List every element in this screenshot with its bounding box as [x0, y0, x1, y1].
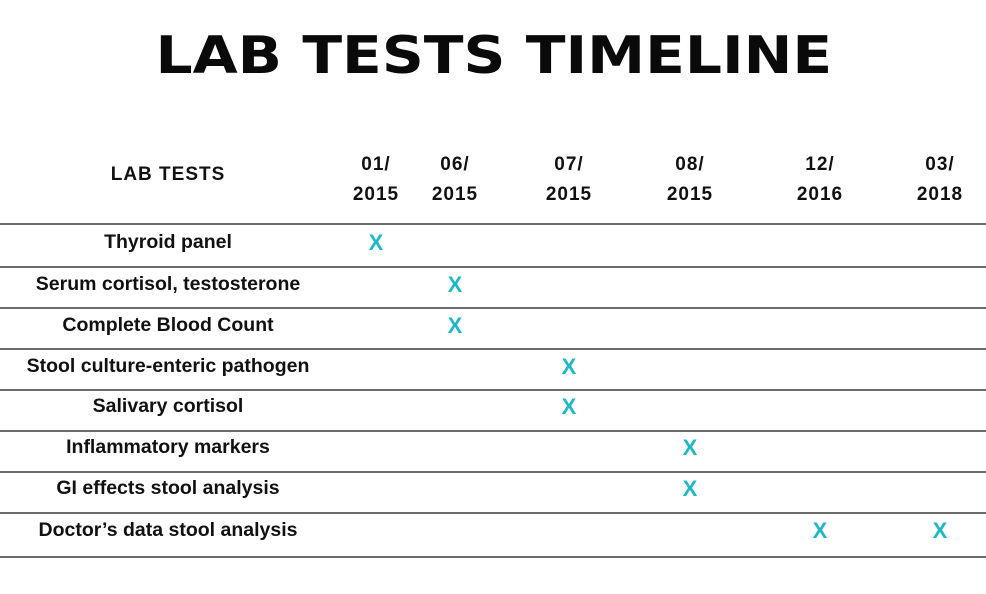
- row-divider: [0, 266, 986, 268]
- lab-tests-column-header: LAB TESTS: [110, 164, 226, 185]
- date-header-month: 06/: [440, 154, 470, 175]
- date-header: 03/2018: [900, 150, 980, 210]
- date-header-year: 2015: [545, 184, 593, 205]
- date-header: 08/2015: [650, 150, 730, 210]
- lab-test-name: GI effects stool analysis: [56, 477, 280, 499]
- date-header: 07/2015: [529, 150, 609, 210]
- lab-test-name: Serum cortisol, testosterone: [35, 273, 301, 295]
- row-divider: [0, 512, 986, 514]
- date-header-year: 2018: [916, 184, 964, 205]
- test-date-mark: X: [932, 518, 948, 543]
- date-header-month: 12/: [805, 154, 835, 175]
- date-header-year: 2016: [796, 184, 844, 205]
- row-divider: [0, 556, 986, 558]
- date-header: 01/2015: [336, 150, 416, 210]
- test-date-mark: X: [812, 518, 828, 543]
- test-date-mark: X: [561, 354, 577, 379]
- test-date-mark: X: [682, 435, 698, 460]
- row-divider: [0, 389, 986, 391]
- lab-test-name: Stool culture-enteric pathogen: [26, 355, 310, 377]
- test-date-mark: X: [368, 230, 384, 255]
- test-date-mark: X: [561, 394, 577, 419]
- row-divider: [0, 430, 986, 432]
- lab-test-name: Salivary cortisol: [92, 395, 244, 417]
- row-divider: [0, 348, 986, 350]
- date-header-year: 2015: [431, 184, 479, 205]
- test-date-mark: X: [447, 272, 463, 297]
- lab-test-name: Inflammatory markers: [66, 436, 270, 458]
- date-header: 12/2016: [780, 150, 860, 210]
- test-date-mark: X: [682, 476, 698, 501]
- lab-test-name: Thyroid panel: [104, 231, 232, 253]
- date-header-month: 01/: [361, 154, 391, 175]
- date-header-year: 2015: [352, 184, 400, 205]
- lab-test-name: Doctor’s data stool analysis: [38, 519, 298, 541]
- page-title: LAB TESTS TIMELINE: [155, 26, 833, 86]
- date-header-month: 03/: [925, 154, 955, 175]
- row-divider: [0, 223, 986, 225]
- date-header-month: 08/: [675, 154, 705, 175]
- row-divider: [0, 307, 986, 309]
- row-divider: [0, 471, 986, 473]
- lab-test-name: Complete Blood Count: [62, 314, 274, 336]
- date-header-month: 07/: [554, 154, 584, 175]
- date-header: 06/2015: [415, 150, 495, 210]
- test-date-mark: X: [447, 313, 463, 338]
- date-header-year: 2015: [666, 184, 714, 205]
